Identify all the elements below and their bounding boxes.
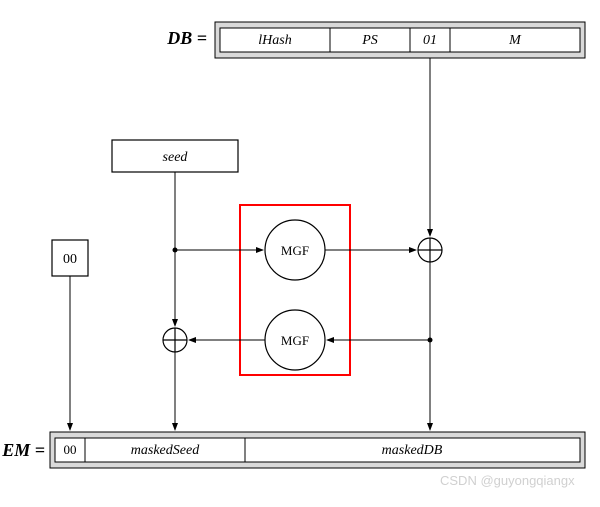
mgf-bottom-text: MGF bbox=[281, 333, 309, 348]
zero-group: 00 bbox=[52, 240, 88, 276]
seed-group: seed bbox=[112, 140, 238, 172]
db-m-text: M bbox=[508, 33, 522, 48]
em-zero-text: 00 bbox=[64, 442, 77, 457]
em-group: EM = 00 maskedSeed maskedDB bbox=[1, 432, 585, 468]
db-group: DB = lHash PS 01 M bbox=[166, 22, 585, 58]
mgf-top-text: MGF bbox=[281, 243, 309, 258]
seed-text: seed bbox=[163, 150, 189, 165]
db-01-text: 01 bbox=[423, 33, 437, 48]
zero-text: 00 bbox=[63, 252, 77, 267]
db-ps-text: PS bbox=[361, 33, 378, 48]
xor-bottom bbox=[163, 328, 187, 352]
em-maskeddb-text: maskedDB bbox=[382, 443, 443, 458]
mgf-group: MGF MGF bbox=[240, 205, 350, 375]
xor-top bbox=[418, 238, 442, 262]
em-label: EM = bbox=[1, 440, 45, 460]
watermark: CSDN @guyongqiangx bbox=[440, 473, 575, 488]
em-maskedseed-text: maskedSeed bbox=[131, 443, 200, 458]
db-label: DB = bbox=[166, 28, 207, 48]
db-lhash-text: lHash bbox=[258, 33, 291, 48]
